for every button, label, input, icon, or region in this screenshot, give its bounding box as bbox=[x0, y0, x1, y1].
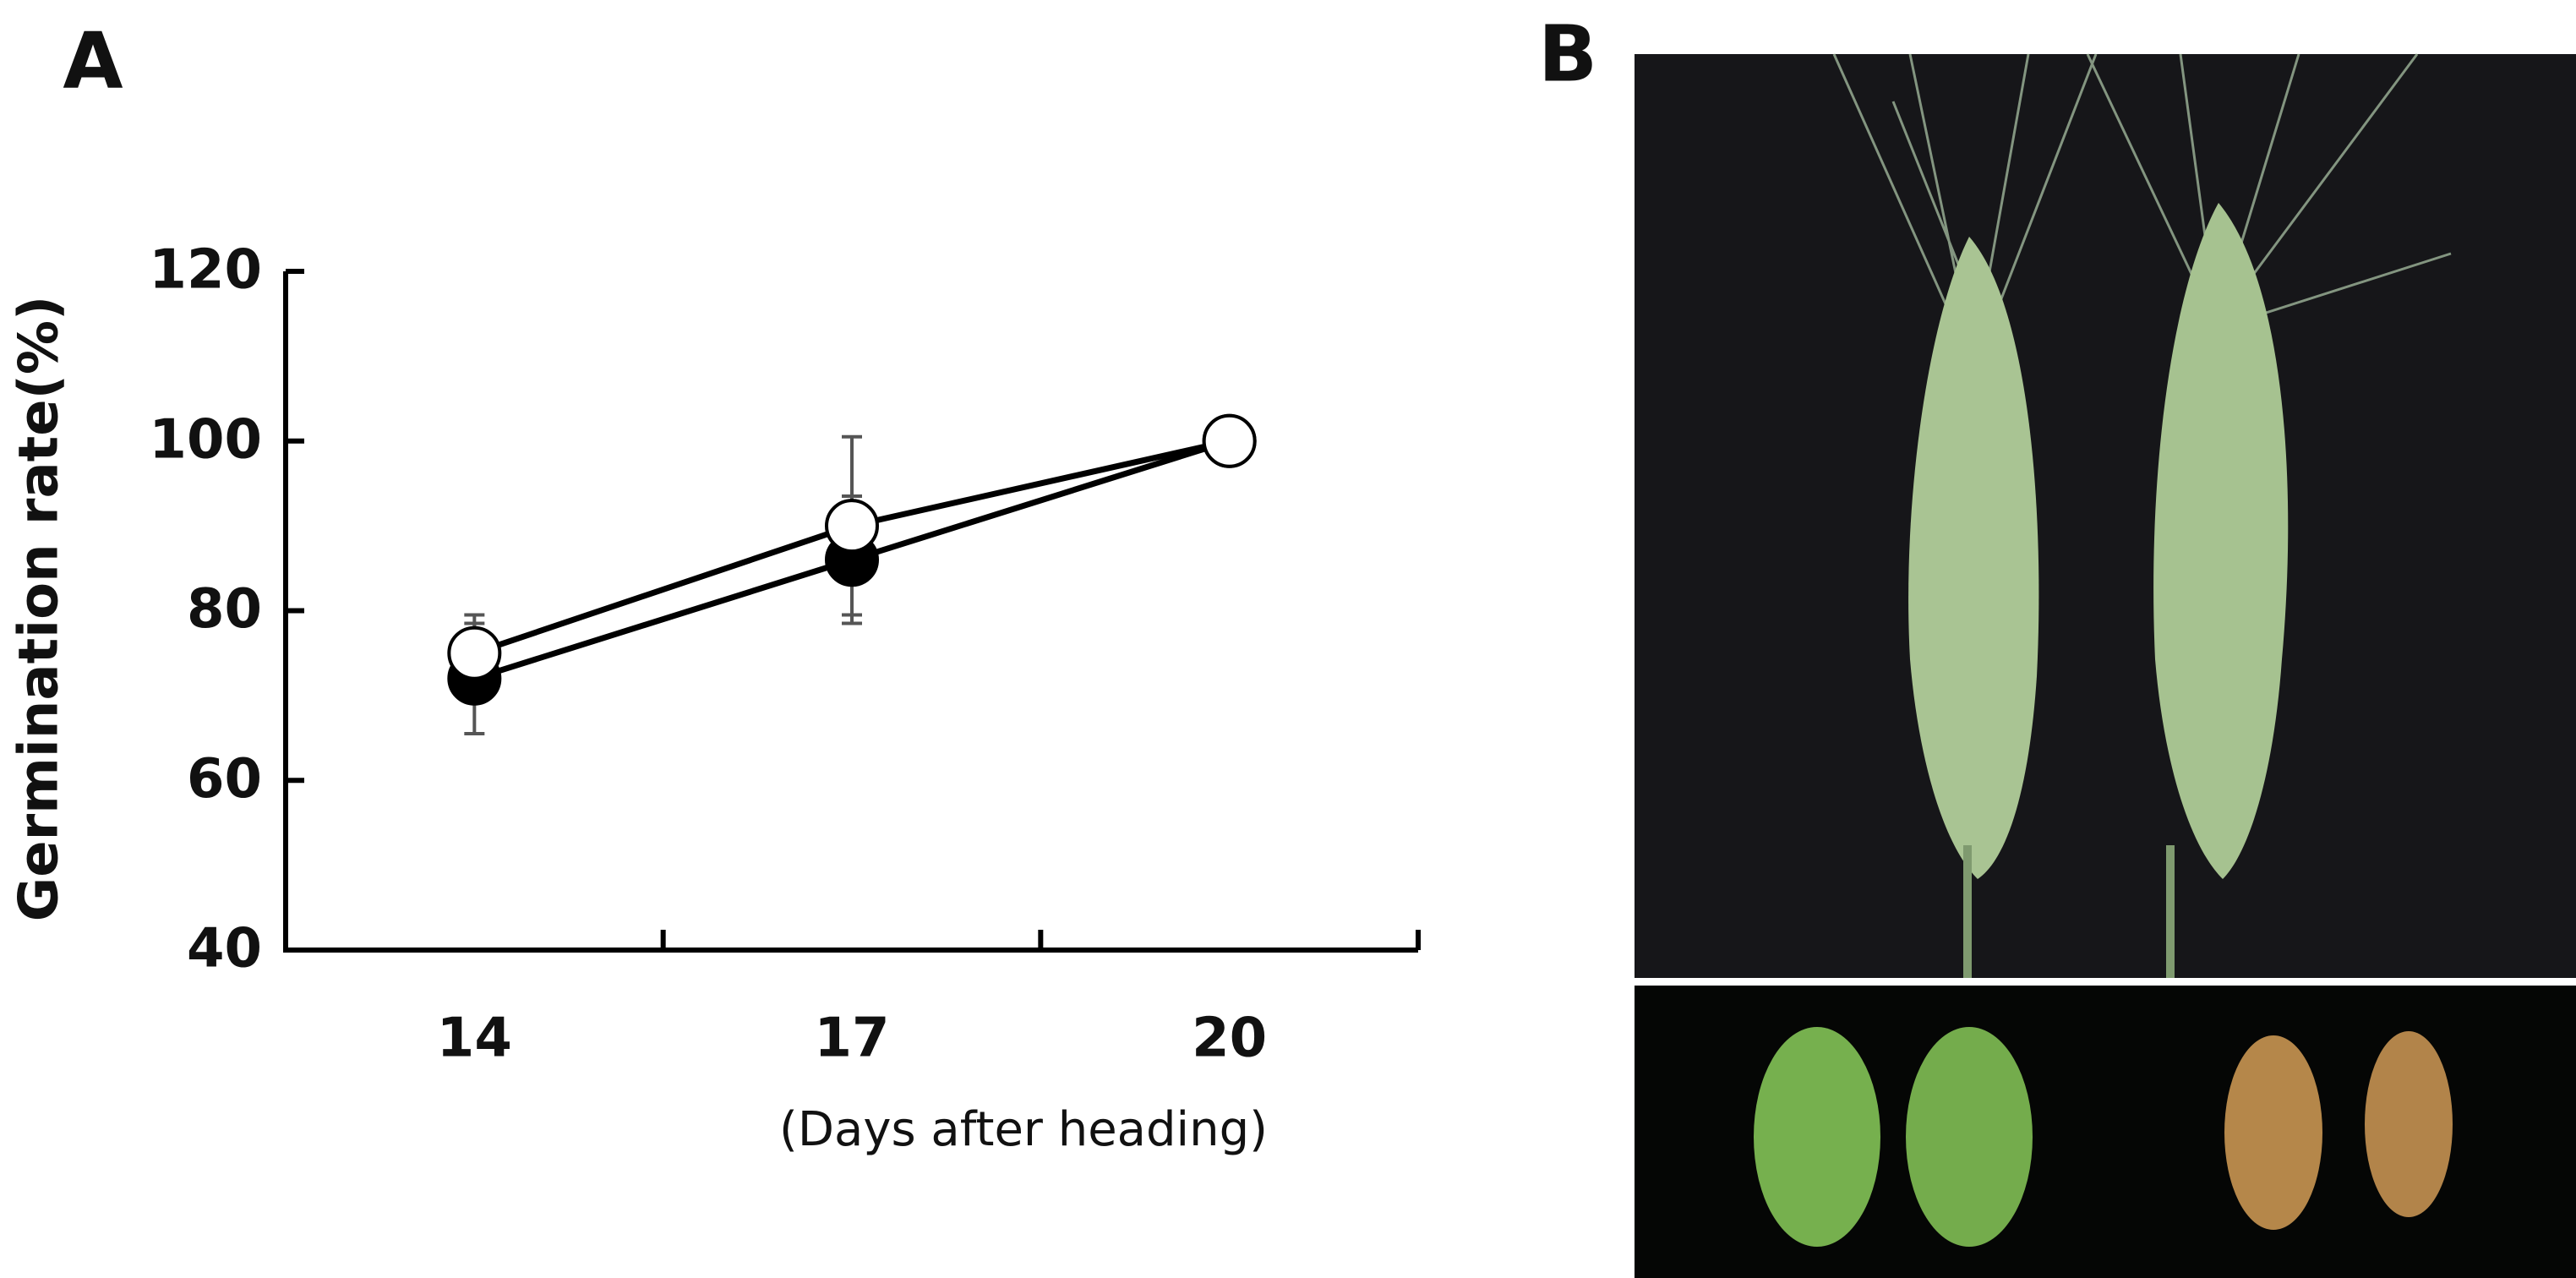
awns bbox=[1832, 53, 2452, 356]
panel-label: A bbox=[63, 15, 123, 106]
x-tick-label: 17 bbox=[814, 1008, 889, 1070]
x-tick-label: 20 bbox=[1192, 1008, 1267, 1070]
dry-grain bbox=[2365, 1031, 2453, 1217]
photo-panel bbox=[1635, 53, 2576, 1278]
panel-label: B bbox=[1538, 8, 1597, 99]
y-tick-label: 60 bbox=[187, 748, 262, 811]
stem bbox=[2166, 845, 2175, 978]
y-tick-label: 100 bbox=[149, 408, 262, 471]
green-grain bbox=[1906, 1027, 2033, 1247]
y-tick-label: 80 bbox=[187, 578, 262, 641]
y-tick-label: 120 bbox=[149, 239, 262, 302]
wheat-ear bbox=[2153, 203, 2289, 879]
wheat-ear bbox=[1908, 237, 2039, 879]
x-tick-label: 14 bbox=[437, 1008, 512, 1070]
photo-background bbox=[1635, 54, 2576, 978]
marker bbox=[447, 625, 502, 680]
green-grain bbox=[1754, 1027, 1880, 1247]
y-axis-title: Germination rate(%) bbox=[8, 296, 71, 922]
marker bbox=[825, 499, 879, 554]
dry-grain bbox=[2224, 1035, 2322, 1230]
marker bbox=[1202, 413, 1257, 468]
y-tick-label: 40 bbox=[187, 918, 262, 980]
x-axis-title: (Days after heading) bbox=[779, 1102, 1268, 1157]
stem bbox=[1963, 845, 1972, 978]
